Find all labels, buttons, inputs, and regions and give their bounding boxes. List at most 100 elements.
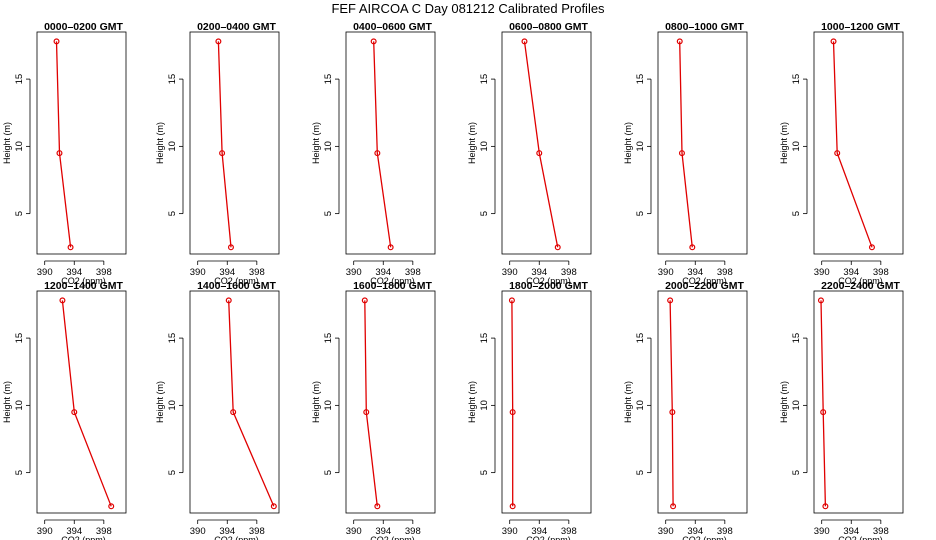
- x-tick-label: 394: [375, 267, 391, 278]
- plot-frame: [189, 31, 280, 255]
- panel-title: 1600–1800 GMT: [353, 280, 432, 292]
- series-line: [373, 41, 392, 248]
- data-point: [374, 150, 381, 157]
- plot-frame: [345, 290, 436, 514]
- x-tick-label: 394: [66, 526, 82, 537]
- y-axis: 5 10 15 Height (m): [467, 74, 496, 216]
- data-point: [56, 150, 63, 157]
- y-tick-label: 15: [635, 333, 646, 344]
- data-point: [227, 244, 234, 251]
- panel-title: 1000–1200 GMT: [821, 21, 900, 33]
- y-tick-label: 5: [479, 211, 490, 216]
- x-tick-label: 394: [843, 526, 859, 537]
- x-tick-label: 398: [405, 526, 421, 537]
- y-tick-label: 15: [791, 74, 802, 85]
- x-tick-label: 398: [873, 267, 889, 278]
- data-point: [59, 297, 66, 304]
- data-point: [215, 38, 222, 45]
- x-axis-label: CO2 (ppm): [214, 276, 259, 286]
- panel-title: 0600–0800 GMT: [509, 21, 588, 33]
- x-tick-label: 394: [219, 526, 235, 537]
- y-axis-label: Height (m): [155, 381, 165, 423]
- y-tick-label: 15: [323, 74, 334, 85]
- panel-title: 1800–2000 GMT: [509, 280, 588, 292]
- figure-title: FEF AIRCOA C Day 081212 Calibrated Profi…: [331, 1, 605, 16]
- x-tick-label: 390: [346, 526, 362, 537]
- panel-title: 0400–0600 GMT: [353, 21, 432, 33]
- x-tick-label: 390: [190, 526, 206, 537]
- data-point: [670, 503, 677, 510]
- plot-frame: [501, 290, 592, 514]
- data-point: [363, 409, 370, 416]
- panel-title: 2200–2400 GMT: [821, 280, 900, 292]
- y-tick-label: 15: [14, 333, 25, 344]
- x-tick-label: 394: [219, 267, 235, 278]
- y-axis: 5 10 15 Height (m): [467, 333, 496, 475]
- x-axis-label: CO2 (ppm): [838, 535, 883, 540]
- y-axis: 5 10 15 Height (m): [155, 74, 184, 216]
- data-point: [53, 38, 60, 45]
- y-tick-label: 10: [14, 400, 25, 411]
- y-tick-label: 10: [479, 141, 490, 152]
- plot-frame: [36, 31, 127, 255]
- y-axis: 5 10 15 Height (m): [2, 333, 31, 475]
- x-tick-label: 398: [717, 526, 733, 537]
- x-tick-label: 390: [190, 267, 206, 278]
- series-line: [679, 41, 693, 248]
- y-tick-label: 10: [323, 400, 334, 411]
- y-axis: 5 10 15 Height (m): [155, 333, 184, 475]
- y-tick-label: 5: [635, 470, 646, 475]
- x-axis-label: CO2 (ppm): [838, 276, 883, 286]
- data-point: [225, 297, 232, 304]
- series-line: [364, 300, 378, 507]
- data-point: [820, 409, 827, 416]
- y-axis-label: Height (m): [623, 122, 633, 164]
- series-line: [55, 41, 72, 248]
- x-tick-label: 398: [561, 526, 577, 537]
- y-tick-label: 15: [791, 333, 802, 344]
- data-point: [521, 38, 528, 45]
- y-axis-label: Height (m): [779, 122, 789, 164]
- data-point: [689, 244, 696, 251]
- x-tick-label: 398: [249, 526, 265, 537]
- y-tick-label: 15: [14, 74, 25, 85]
- panel-title: 1400–1600 GMT: [197, 280, 276, 292]
- series-line: [669, 300, 674, 507]
- plot-frame: [813, 290, 904, 514]
- data-point: [536, 150, 543, 157]
- x-axis-label: CO2 (ppm): [61, 276, 106, 286]
- data-point: [108, 503, 115, 510]
- data-point: [669, 409, 676, 416]
- y-axis-label: Height (m): [467, 381, 477, 423]
- y-tick-label: 5: [323, 470, 334, 475]
- data-point: [817, 297, 824, 304]
- data-point: [370, 38, 377, 45]
- data-point: [508, 297, 515, 304]
- plot-frame: [657, 31, 748, 255]
- x-tick-label: 390: [37, 267, 53, 278]
- y-tick-label: 15: [479, 74, 490, 85]
- panel-title: 1200–1400 GMT: [44, 280, 123, 292]
- data-point: [219, 150, 226, 157]
- x-tick-label: 398: [249, 267, 265, 278]
- data-point: [830, 38, 837, 45]
- x-axis-label: CO2 (ppm): [370, 276, 415, 286]
- y-tick-label: 10: [635, 400, 646, 411]
- x-tick-label: 390: [814, 526, 830, 537]
